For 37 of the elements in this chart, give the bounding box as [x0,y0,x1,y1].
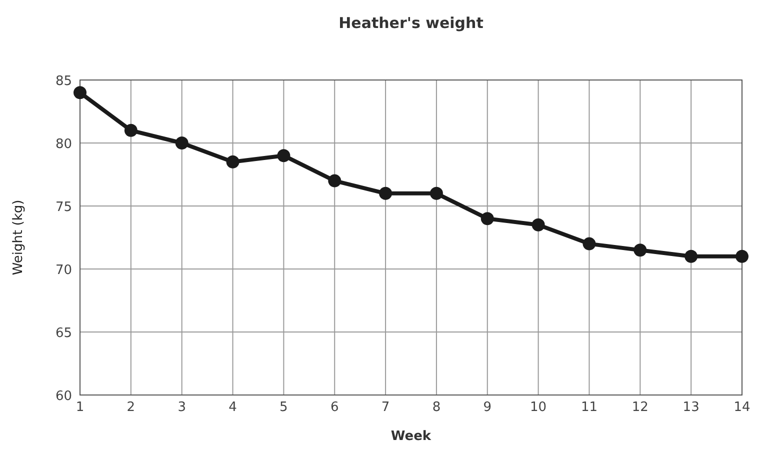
x-tick-label: 13 [682,400,700,415]
point [124,124,138,137]
x-tick-label: 10 [530,400,547,415]
chart-title: Heather's weight [338,14,484,32]
x-tick-label: 6 [330,400,339,415]
y-tick-label: 70 [55,263,72,278]
point [532,218,545,232]
x-tick-label: 9 [483,400,492,415]
y-tick-label: 85 [55,74,72,89]
point [328,174,342,188]
x-tick-label: 4 [228,400,237,415]
point [430,186,443,200]
y-tick-label: 75 [55,200,72,215]
point [74,86,86,100]
point [684,250,698,263]
x-tick-label: 5 [280,400,288,415]
y-tick-label: 80 [55,137,72,152]
point [582,237,596,250]
y-tick-label: 60 [55,389,72,404]
y-axis-title: Weight (kg) [11,200,26,276]
point [226,155,240,168]
x-tick-label: 8 [432,400,441,415]
point [480,212,494,226]
x-tick-label: 12 [632,400,648,415]
x-tick-label: 1 [76,400,84,415]
x-tick-label: 2 [126,400,136,415]
x-tick-label: 14 [734,400,750,415]
point [175,136,188,150]
point [379,186,392,200]
point [277,149,290,162]
x-axis-title: Week [390,429,432,444]
x-tick-label: 3 [178,400,186,415]
y-tick-label: 65 [55,326,72,341]
x-tick-label: 7 [381,400,390,415]
point [736,250,748,263]
x-tick-label: 11 [580,400,598,415]
point [634,244,647,257]
